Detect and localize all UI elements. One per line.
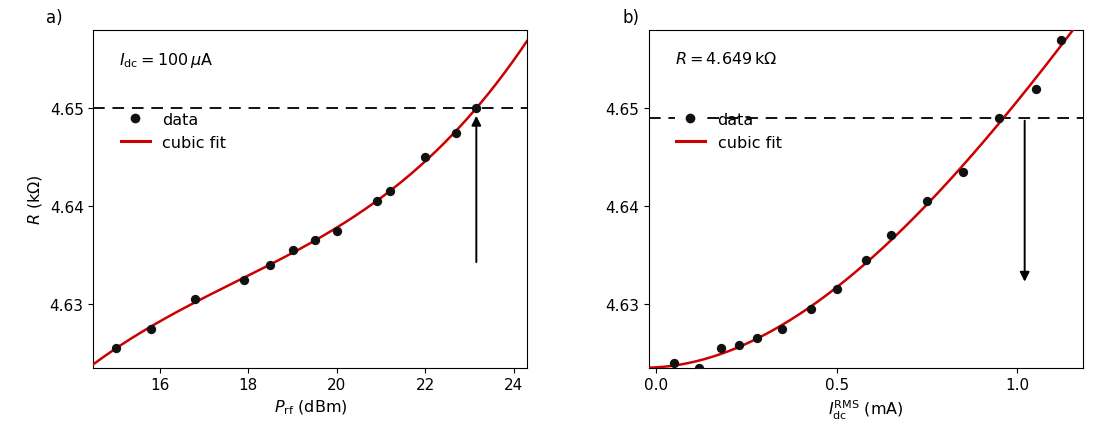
Point [712,345,730,352]
Point [665,360,682,367]
Y-axis label: $R$ (k$\Omega$): $R$ (k$\Omega$) [26,174,44,225]
X-axis label: $I_{\mathrm{dc}}^{\mathrm{RMS}}$ (mA): $I_{\mathrm{dc}}^{\mathrm{RMS}}$ (mA) [828,398,903,421]
Point [690,364,708,371]
X-axis label: $P_{\mathrm{rf}}$ (dBm): $P_{\mathrm{rf}}$ (dBm) [274,398,347,417]
Point [417,154,434,161]
Point [1026,86,1044,93]
Point [107,345,124,352]
Point [368,198,386,205]
Point [857,257,875,264]
Point [262,262,279,269]
Point [381,188,399,195]
Point [802,306,820,313]
Text: a): a) [46,9,63,27]
Point [284,247,301,254]
Point [447,130,465,137]
Text: $I_{\mathrm{dc}} = 100\,\mu\mathrm{A}$: $I_{\mathrm{dc}} = 100\,\mu\mathrm{A}$ [120,51,213,70]
Legend: data, cubic fit: data, cubic fit [669,106,788,157]
Legend: data, cubic fit: data, cubic fit [114,106,233,157]
Point [187,296,204,303]
Text: b): b) [623,9,640,27]
Point [1052,37,1069,44]
Point [467,106,485,113]
Point [306,237,323,244]
Point [329,228,346,235]
Point [142,325,159,332]
Point [990,115,1008,122]
Point [919,198,936,205]
Text: $R = 4.649\,\mathrm{k}\Omega$: $R = 4.649\,\mathrm{k}\Omega$ [675,51,777,67]
Point [954,169,972,176]
Point [882,233,900,240]
Point [235,276,253,283]
Point [748,335,766,342]
Point [828,286,845,293]
Point [730,342,747,349]
Point [774,325,791,332]
